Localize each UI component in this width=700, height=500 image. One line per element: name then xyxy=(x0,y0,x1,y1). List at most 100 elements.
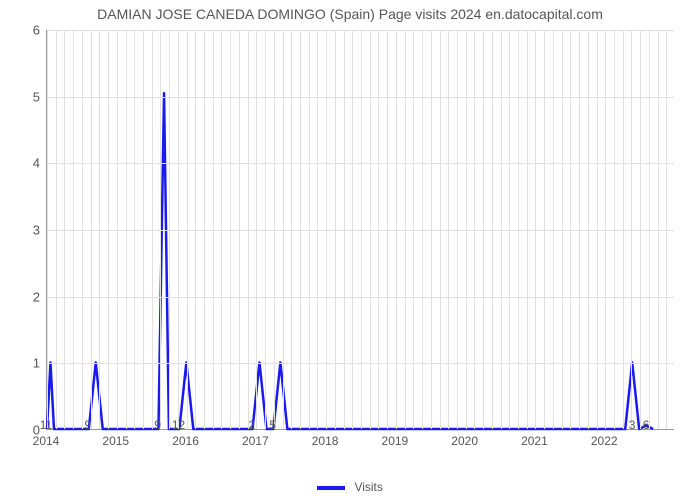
gridline-v-minor xyxy=(597,30,598,429)
gridline-v-minor xyxy=(169,30,170,429)
gridline-v-minor xyxy=(134,30,135,429)
gridline-v-minor xyxy=(335,30,336,429)
data-point-label: 2 xyxy=(249,418,256,432)
gridline-v-minor xyxy=(387,30,388,429)
gridline-v xyxy=(47,30,48,429)
gridline-v-minor xyxy=(553,30,554,429)
x-tick-label: 2018 xyxy=(312,434,339,448)
gridline-v-minor xyxy=(64,30,65,429)
gridline-v-minor xyxy=(221,30,222,429)
gridline-v-minor xyxy=(431,30,432,429)
gridline-v-minor xyxy=(518,30,519,429)
gridline-v-minor xyxy=(274,30,275,429)
gridline-v-minor xyxy=(160,30,161,429)
gridline-v-minor xyxy=(291,30,292,429)
data-point-label: 9 xyxy=(85,418,92,432)
gridline-v-minor xyxy=(658,30,659,429)
gridline-v-minor xyxy=(378,30,379,429)
y-tick-label: 3 xyxy=(10,223,40,238)
gridline-v-minor xyxy=(82,30,83,429)
legend-label: Visits xyxy=(354,480,382,494)
data-point-label: 6 xyxy=(643,418,650,432)
gridline-v-minor xyxy=(283,30,284,429)
gridline-v-minor xyxy=(309,30,310,429)
data-point-label: 5 xyxy=(269,418,276,432)
x-tick-label: 2022 xyxy=(591,434,618,448)
gridline-v-minor xyxy=(143,30,144,429)
y-tick-label: 1 xyxy=(10,356,40,371)
gridline-v-minor xyxy=(370,30,371,429)
gridline-v-minor xyxy=(527,30,528,429)
gridline-v-minor xyxy=(213,30,214,429)
y-tick-label: 4 xyxy=(10,156,40,171)
gridline-v-minor xyxy=(317,30,318,429)
x-tick-label: 2017 xyxy=(242,434,269,448)
gridline-v-minor xyxy=(73,30,74,429)
gridline-v-minor xyxy=(178,30,179,429)
gridline-v-minor xyxy=(422,30,423,429)
plot-area xyxy=(46,30,674,430)
gridline-v xyxy=(396,30,397,429)
data-point-label: 9 xyxy=(154,418,161,432)
x-tick-label: 2014 xyxy=(33,434,60,448)
gridline-v-minor xyxy=(570,30,571,429)
gridline-v xyxy=(117,30,118,429)
gridline-v-minor xyxy=(649,30,650,429)
gridline-v-minor xyxy=(230,30,231,429)
y-tick-label: 2 xyxy=(10,289,40,304)
gridline-v-minor xyxy=(492,30,493,429)
gridline-v-minor xyxy=(405,30,406,429)
gridline-v xyxy=(466,30,467,429)
gridline-v xyxy=(605,30,606,429)
gridline-v-minor xyxy=(248,30,249,429)
gridline-v-minor xyxy=(361,30,362,429)
gridline-v-minor xyxy=(56,30,57,429)
gridline-v-minor xyxy=(579,30,580,429)
gridline-v-minor xyxy=(631,30,632,429)
gridline-v-minor xyxy=(413,30,414,429)
gridline-v-minor xyxy=(544,30,545,429)
gridline-v-minor xyxy=(204,30,205,429)
y-tick-label: 5 xyxy=(10,89,40,104)
gridline-v-minor xyxy=(108,30,109,429)
x-tick-label: 2019 xyxy=(382,434,409,448)
gridline-v-minor xyxy=(623,30,624,429)
x-tick-label: 2016 xyxy=(172,434,199,448)
legend: Visits xyxy=(0,480,700,494)
y-tick-label: 6 xyxy=(10,23,40,38)
gridline-v-minor xyxy=(501,30,502,429)
gridline-v xyxy=(187,30,188,429)
gridline-v-minor xyxy=(457,30,458,429)
gridline-v-minor xyxy=(344,30,345,429)
gridline-v-minor xyxy=(440,30,441,429)
gridline-v-minor xyxy=(483,30,484,429)
data-point-label: 12 xyxy=(172,418,185,432)
gridline-v-minor xyxy=(239,30,240,429)
gridline-v-minor xyxy=(474,30,475,429)
data-point-label: 11 xyxy=(40,418,52,432)
x-tick-label: 2015 xyxy=(102,434,129,448)
gridline-v-minor xyxy=(300,30,301,429)
gridline-v-minor xyxy=(152,30,153,429)
gridline-v-minor xyxy=(640,30,641,429)
gridline-v-minor xyxy=(91,30,92,429)
gridline-v-minor xyxy=(352,30,353,429)
gridline-v xyxy=(326,30,327,429)
chart-title: DAMIAN JOSE CANEDA DOMINGO (Spain) Page … xyxy=(0,6,700,22)
gridline-v-minor xyxy=(614,30,615,429)
gridline-v-minor xyxy=(265,30,266,429)
gridline-v-minor xyxy=(448,30,449,429)
x-tick-label: 2021 xyxy=(521,434,548,448)
gridline-v-minor xyxy=(509,30,510,429)
gridline-v xyxy=(535,30,536,429)
gridline-v-minor xyxy=(588,30,589,429)
gridline-v-minor xyxy=(195,30,196,429)
gridline-v-minor xyxy=(666,30,667,429)
gridline-v-minor xyxy=(99,30,100,429)
gridline-v-minor xyxy=(562,30,563,429)
gridline-v xyxy=(256,30,257,429)
gridline-v-minor xyxy=(126,30,127,429)
x-tick-label: 2020 xyxy=(451,434,478,448)
legend-swatch xyxy=(317,486,345,490)
data-point-label: 3 xyxy=(629,418,636,432)
